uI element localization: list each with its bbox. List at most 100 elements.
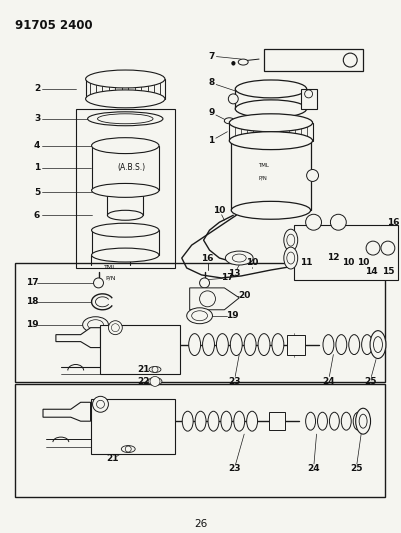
Text: 25: 25: [363, 377, 375, 386]
Bar: [15, 384, 384, 497]
Circle shape: [125, 446, 131, 452]
Circle shape: [199, 291, 215, 307]
Ellipse shape: [271, 334, 283, 356]
Ellipse shape: [235, 80, 306, 98]
Circle shape: [342, 53, 356, 67]
Ellipse shape: [91, 223, 158, 237]
Ellipse shape: [355, 408, 370, 434]
Text: ●: ●: [230, 61, 235, 66]
Ellipse shape: [361, 335, 372, 354]
Ellipse shape: [233, 411, 244, 431]
Ellipse shape: [243, 334, 255, 356]
Bar: [15, 263, 384, 382]
Bar: [293, 225, 397, 280]
Bar: [263, 49, 362, 71]
Ellipse shape: [202, 334, 214, 356]
Text: 23: 23: [227, 377, 240, 386]
Ellipse shape: [83, 317, 108, 333]
Ellipse shape: [121, 446, 135, 453]
Text: 3: 3: [34, 114, 40, 123]
Circle shape: [199, 278, 209, 288]
Ellipse shape: [91, 183, 158, 197]
Ellipse shape: [87, 112, 162, 126]
Ellipse shape: [257, 334, 269, 356]
Ellipse shape: [238, 59, 247, 65]
Polygon shape: [43, 402, 90, 421]
Ellipse shape: [229, 132, 312, 150]
Polygon shape: [56, 328, 100, 348]
Text: 11: 11: [300, 257, 312, 266]
Circle shape: [111, 324, 119, 332]
Ellipse shape: [224, 118, 234, 124]
Text: 13: 13: [227, 270, 240, 278]
Text: 12: 12: [326, 253, 339, 262]
Ellipse shape: [91, 138, 158, 154]
Circle shape: [380, 241, 394, 255]
Circle shape: [93, 278, 103, 288]
Ellipse shape: [87, 320, 103, 330]
Circle shape: [152, 367, 158, 373]
Text: 10: 10: [356, 257, 369, 266]
Text: 19: 19: [225, 311, 238, 320]
Ellipse shape: [207, 411, 219, 431]
Circle shape: [228, 94, 238, 104]
Text: TML: TML: [104, 265, 116, 270]
Text: 4: 4: [34, 141, 40, 150]
Ellipse shape: [188, 334, 200, 356]
Text: 10: 10: [341, 257, 354, 266]
Text: 16: 16: [201, 254, 213, 263]
Circle shape: [365, 241, 379, 255]
Polygon shape: [189, 288, 239, 310]
Text: 24: 24: [321, 377, 334, 386]
Circle shape: [306, 169, 318, 181]
Ellipse shape: [85, 70, 164, 88]
Text: 1: 1: [208, 136, 214, 145]
Ellipse shape: [335, 335, 346, 354]
Ellipse shape: [85, 90, 164, 108]
Text: 15: 15: [381, 268, 393, 277]
Circle shape: [304, 90, 312, 98]
Bar: [100, 325, 179, 375]
Circle shape: [330, 214, 345, 230]
Ellipse shape: [373, 337, 381, 352]
Text: 91705 2400: 91705 2400: [15, 19, 93, 33]
Ellipse shape: [283, 229, 297, 251]
Ellipse shape: [231, 201, 310, 219]
Text: (A.B.S.): (A.B.S.): [117, 163, 145, 172]
Text: 19: 19: [26, 320, 38, 329]
Text: 20: 20: [237, 292, 250, 301]
Text: P/N: P/N: [258, 176, 267, 181]
Text: 23: 23: [227, 464, 240, 473]
Text: 16: 16: [386, 218, 398, 227]
Bar: [300, 89, 316, 109]
Ellipse shape: [286, 252, 294, 264]
Text: TML: TML: [257, 163, 268, 168]
Ellipse shape: [230, 334, 242, 356]
Ellipse shape: [246, 411, 257, 431]
Circle shape: [96, 400, 104, 408]
Ellipse shape: [283, 247, 297, 269]
Ellipse shape: [348, 335, 359, 354]
Text: P/N: P/N: [105, 276, 115, 280]
Text: 14: 14: [364, 268, 377, 277]
Ellipse shape: [369, 330, 385, 359]
Text: 6: 6: [34, 211, 40, 220]
Text: 24: 24: [306, 464, 319, 473]
Ellipse shape: [191, 311, 207, 321]
Ellipse shape: [194, 411, 206, 431]
Text: 18: 18: [26, 297, 38, 306]
Ellipse shape: [374, 335, 385, 354]
Text: 1: 1: [34, 163, 40, 172]
Ellipse shape: [148, 377, 162, 385]
Ellipse shape: [322, 335, 333, 354]
Text: 9: 9: [208, 108, 214, 117]
Bar: [268, 412, 284, 430]
Ellipse shape: [286, 234, 294, 246]
Text: 25: 25: [349, 464, 362, 473]
Ellipse shape: [328, 412, 338, 430]
Ellipse shape: [182, 411, 192, 431]
Ellipse shape: [97, 114, 153, 124]
Text: 5: 5: [34, 188, 40, 197]
Ellipse shape: [340, 412, 350, 430]
Ellipse shape: [235, 100, 306, 118]
